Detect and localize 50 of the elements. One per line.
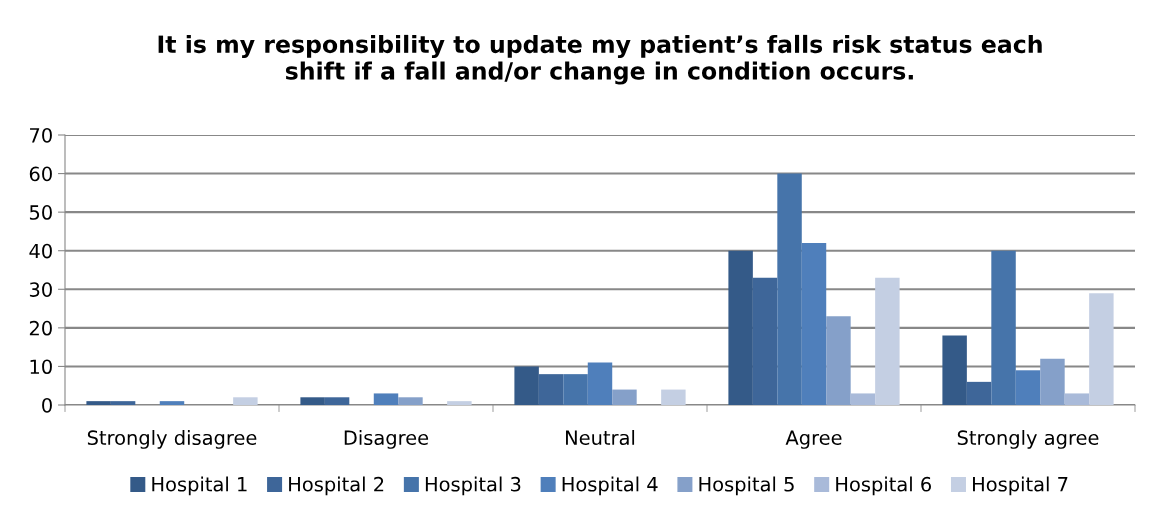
chart-title: It is my responsibility to update my patient’s falls risk status each shift if a fall and/or change in condition occurs. bbox=[158, 34, 1042, 85]
bar bbox=[777, 173, 802, 405]
legend-label: Hospital 2 bbox=[289, 476, 384, 496]
legend-label: Hospital 1 bbox=[152, 476, 247, 496]
bar bbox=[991, 250, 1016, 405]
legend-label: Hospital 6 bbox=[836, 476, 931, 496]
bar bbox=[728, 250, 753, 405]
y-tick-label: 60 bbox=[29, 166, 52, 182]
bar bbox=[612, 389, 637, 405]
bar bbox=[942, 335, 967, 405]
y-tick-label: 70 bbox=[30, 127, 52, 143]
bar bbox=[373, 393, 399, 405]
legend-label: Hospital 3 bbox=[425, 476, 521, 496]
bar bbox=[110, 401, 136, 405]
bar bbox=[159, 401, 185, 405]
bar bbox=[563, 374, 588, 405]
bar bbox=[875, 277, 900, 405]
bar bbox=[447, 401, 472, 405]
legend-label: Hospital 5 bbox=[699, 476, 794, 496]
y-tick-label: 30 bbox=[29, 282, 52, 297]
bar bbox=[826, 316, 851, 405]
y-tick-label: 10 bbox=[30, 359, 52, 375]
bar bbox=[86, 401, 111, 405]
bar bbox=[1015, 370, 1041, 405]
bar bbox=[300, 397, 325, 405]
bar bbox=[398, 397, 423, 405]
x-tick-label: Neutral bbox=[566, 430, 635, 446]
bar bbox=[233, 397, 258, 405]
bar bbox=[850, 393, 876, 405]
bar bbox=[1089, 293, 1114, 405]
x-tick-label: Strongly agree bbox=[957, 430, 1099, 449]
legend-label: Hospital 4 bbox=[562, 476, 658, 496]
bar bbox=[752, 277, 778, 405]
x-tick-label: Strongly disagree bbox=[87, 430, 257, 449]
y-tick-label: 40 bbox=[29, 243, 52, 259]
bar bbox=[1064, 393, 1090, 405]
y-tick-label: 50 bbox=[29, 205, 52, 220]
bar bbox=[1040, 358, 1065, 405]
bar bbox=[538, 374, 564, 405]
bar bbox=[801, 243, 827, 405]
bar bbox=[587, 362, 613, 405]
x-tick-label: Agree bbox=[785, 430, 842, 449]
x-tick-label: Disagree bbox=[344, 430, 429, 449]
bar bbox=[514, 366, 539, 405]
bar bbox=[661, 389, 686, 405]
bar bbox=[966, 381, 992, 405]
y-tick-label: 0 bbox=[42, 397, 52, 413]
bar bbox=[324, 397, 350, 405]
legend-label: Hospital 7 bbox=[973, 476, 1068, 496]
y-tick-label: 20 bbox=[29, 320, 52, 336]
